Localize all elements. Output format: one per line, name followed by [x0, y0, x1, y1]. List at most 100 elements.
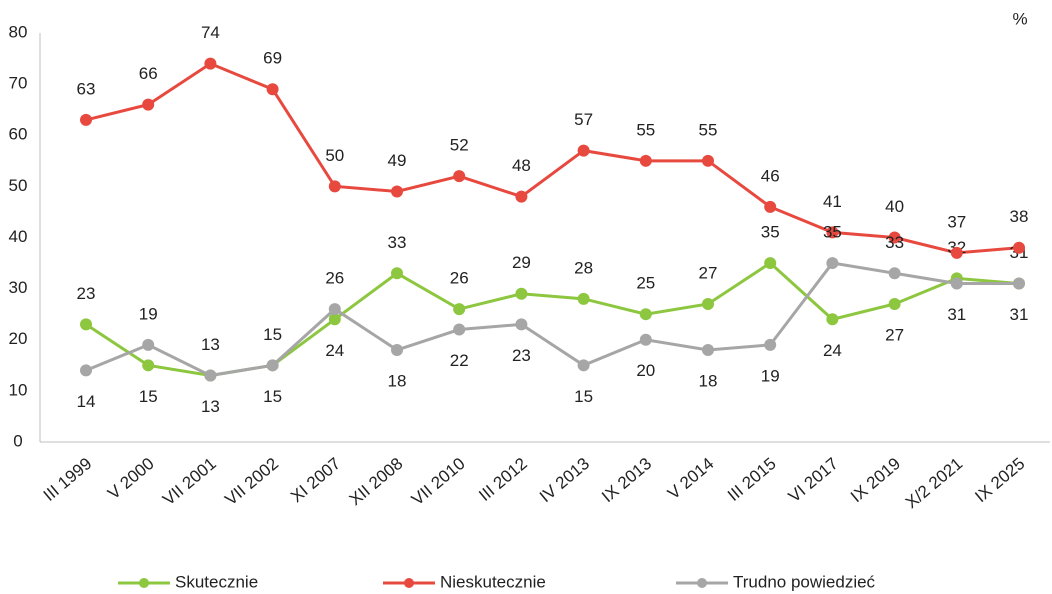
point: [950, 246, 963, 259]
series-line: [85, 61, 1020, 255]
data-label: 18: [388, 371, 407, 390]
point: [764, 200, 777, 213]
data-label: 19: [761, 366, 780, 385]
point: [266, 359, 279, 372]
x-tick-label: X/2 2021: [902, 454, 966, 512]
y-tick-label: 10: [9, 380, 28, 399]
x-tick-label: III 1999: [40, 454, 96, 505]
point: [826, 313, 839, 326]
point: [391, 185, 403, 198]
point: [453, 303, 466, 316]
data-label: 50: [325, 146, 344, 165]
point: [328, 303, 341, 316]
data-label: 31: [947, 305, 966, 324]
x-tick-label: IX 2013: [598, 454, 655, 506]
data-label: 13: [201, 397, 220, 416]
point: [328, 180, 341, 193]
legend-marker: [697, 578, 707, 588]
y-tick-label: 60: [9, 125, 28, 144]
data-label: 15: [263, 325, 282, 344]
data-label: 31: [1010, 305, 1029, 324]
x-tick-label: XII 2008: [346, 454, 407, 509]
x-tick-label: VII 2010: [408, 454, 469, 509]
data-label: 28: [574, 258, 593, 277]
data-label: 57: [574, 110, 593, 129]
x-tick-label: XI 2007: [287, 454, 344, 506]
point: [266, 83, 279, 96]
legend-marker: [139, 578, 149, 588]
legend-label: Trudno powiedzieć: [733, 572, 876, 591]
data-label: 25: [636, 274, 655, 293]
unit-label: %: [1012, 9, 1027, 28]
legend-marker: [404, 578, 414, 588]
data-label: 40: [885, 197, 904, 216]
y-tick-label: 80: [9, 22, 28, 41]
point: [577, 144, 590, 157]
data-label: 48: [512, 156, 531, 175]
data-label: 19: [139, 304, 158, 323]
point: [639, 154, 652, 167]
data-label: 13: [201, 335, 220, 354]
x-tick-label: III 2015: [724, 454, 780, 505]
data-label: 15: [139, 387, 158, 406]
point: [639, 308, 652, 321]
data-label: 23: [77, 284, 96, 303]
data-label: 33: [388, 233, 407, 252]
y-tick-label: 20: [9, 329, 28, 348]
data-label: 20: [636, 361, 655, 380]
legend-label: Nieskutecznie: [440, 572, 546, 591]
y-tick-label: 70: [9, 74, 28, 93]
data-label: 14: [77, 392, 96, 411]
point: [1013, 241, 1025, 254]
point: [142, 359, 155, 372]
data-label: 27: [885, 325, 904, 344]
x-tick-label: V 2014: [664, 454, 717, 503]
point: [702, 154, 714, 167]
data-label: 55: [636, 120, 655, 139]
point: [80, 318, 92, 331]
data-label: 55: [699, 120, 718, 139]
point: [764, 338, 777, 351]
data-label: 35: [823, 223, 842, 242]
data-label: 49: [388, 151, 407, 170]
point: [453, 323, 466, 336]
data-label: 27: [699, 263, 718, 282]
point: [515, 318, 528, 331]
data-label: 18: [699, 371, 718, 390]
y-tick-label: 0: [13, 431, 22, 450]
series-line: [85, 261, 1020, 378]
y-tick-label: 50: [9, 176, 28, 195]
point: [391, 343, 403, 356]
data-label: 63: [77, 79, 96, 98]
data-label: 38: [1010, 207, 1029, 226]
x-tick-label: IV 2013: [536, 454, 593, 506]
data-label: 24: [823, 341, 842, 360]
x-tick-label: V 2000: [104, 454, 157, 503]
x-tick-label: IX 2025: [971, 454, 1028, 506]
data-label: 23: [512, 346, 531, 365]
data-label: 26: [450, 269, 469, 288]
point: [515, 287, 528, 300]
point: [453, 170, 466, 183]
point: [888, 231, 901, 244]
data-label: 15: [574, 387, 593, 406]
data-label: 35: [761, 223, 780, 242]
point: [888, 297, 901, 310]
point: [142, 338, 155, 351]
data-label: 74: [201, 23, 220, 42]
point: [80, 364, 92, 377]
x-tick-label: III 2012: [475, 454, 531, 505]
data-label: 24: [325, 341, 344, 360]
point: [950, 277, 963, 290]
point: [328, 313, 341, 326]
x-tick-label: VII 2002: [221, 454, 282, 509]
data-label: 46: [761, 166, 780, 185]
data-label: 52: [450, 136, 469, 155]
y-tick-label: 30: [9, 278, 28, 297]
point: [639, 333, 652, 346]
point: [142, 98, 155, 111]
point: [826, 257, 839, 270]
point: [204, 369, 217, 382]
point: [577, 359, 590, 372]
